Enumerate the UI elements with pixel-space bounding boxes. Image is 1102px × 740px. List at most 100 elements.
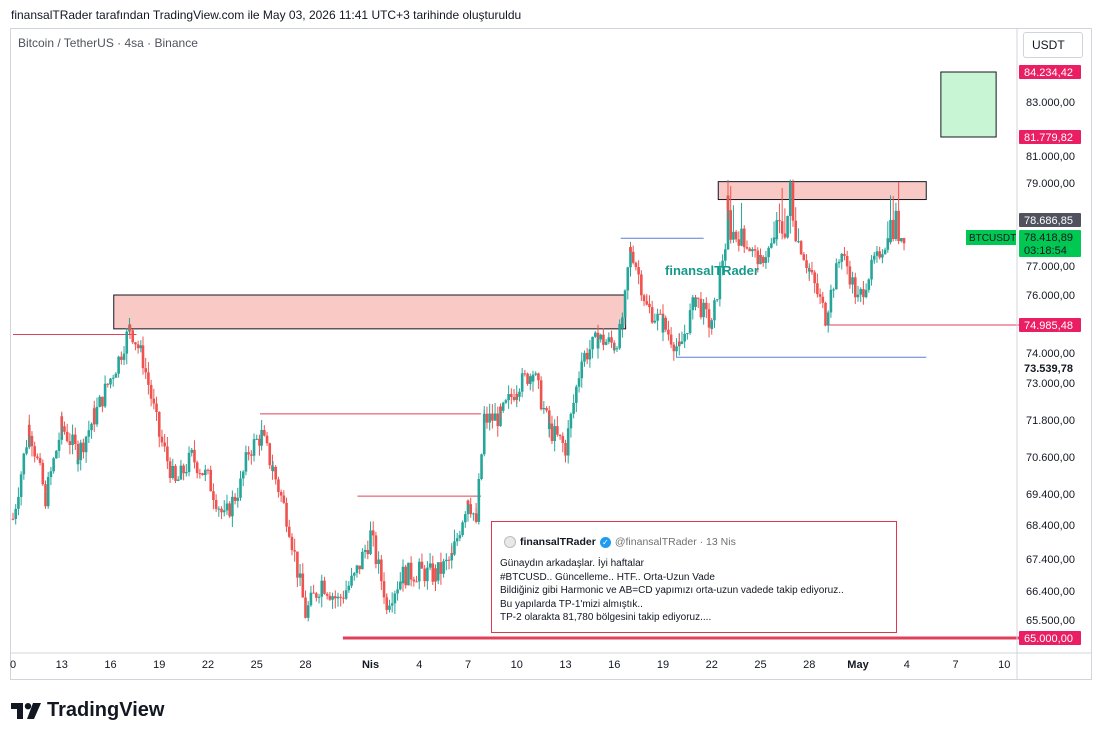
candle bbox=[832, 289, 835, 291]
candle bbox=[534, 373, 538, 375]
candle bbox=[163, 442, 166, 447]
candle bbox=[902, 238, 906, 244]
candle bbox=[407, 562, 410, 586]
candle bbox=[255, 438, 259, 440]
candle bbox=[147, 372, 150, 385]
candle bbox=[152, 398, 156, 404]
candle bbox=[342, 597, 345, 599]
candle bbox=[393, 593, 397, 604]
candle bbox=[648, 303, 651, 308]
chart-frame[interactable] bbox=[10, 28, 1092, 680]
candle bbox=[713, 300, 716, 321]
candle bbox=[55, 450, 58, 459]
candle bbox=[201, 473, 204, 476]
candle bbox=[60, 416, 64, 427]
avatar bbox=[504, 536, 516, 548]
candle bbox=[114, 373, 118, 378]
candle bbox=[315, 593, 318, 598]
tradingview-wordmark: TradingView bbox=[47, 699, 165, 721]
candle bbox=[878, 251, 881, 258]
candle bbox=[450, 553, 454, 555]
candle bbox=[117, 356, 120, 374]
candle bbox=[431, 563, 435, 582]
candle bbox=[301, 573, 305, 598]
candle bbox=[818, 294, 822, 297]
candle bbox=[775, 220, 779, 240]
candle bbox=[545, 408, 548, 411]
x-tick-label: 25 bbox=[251, 659, 263, 671]
candle bbox=[493, 413, 497, 421]
candle bbox=[853, 277, 857, 298]
candle bbox=[550, 423, 554, 442]
candle bbox=[580, 361, 584, 369]
candle bbox=[783, 233, 787, 238]
currency-selector[interactable]: USDT bbox=[1023, 32, 1083, 58]
candle bbox=[778, 220, 781, 222]
candle bbox=[333, 596, 337, 599]
candle bbox=[691, 297, 695, 311]
candle bbox=[331, 596, 334, 600]
candle bbox=[531, 374, 535, 382]
candle bbox=[98, 396, 101, 407]
y-tick-label: 65.500,00 bbox=[1026, 615, 1075, 627]
candle bbox=[285, 502, 288, 527]
candle bbox=[745, 247, 749, 249]
candle bbox=[556, 426, 559, 435]
candle bbox=[862, 289, 865, 298]
candle bbox=[265, 435, 269, 444]
candle bbox=[710, 320, 714, 329]
candle bbox=[134, 342, 137, 345]
candle bbox=[675, 346, 678, 352]
candle bbox=[640, 274, 643, 296]
candle bbox=[293, 550, 296, 552]
price-tag-bg bbox=[1019, 631, 1081, 645]
candle bbox=[835, 263, 838, 290]
price-tag-bg bbox=[1019, 230, 1081, 244]
candle bbox=[585, 352, 589, 360]
candle bbox=[748, 248, 751, 252]
candle bbox=[547, 423, 551, 430]
tradingview-logo[interactable]: TradingView bbox=[11, 699, 164, 722]
candle bbox=[369, 530, 372, 555]
tweet-author: finansalTRader bbox=[520, 536, 596, 548]
candle bbox=[759, 255, 762, 257]
candle bbox=[737, 239, 741, 246]
x-tick-label: 16 bbox=[608, 659, 620, 671]
y-tick-label: 73.000,00 bbox=[1026, 378, 1075, 390]
candle bbox=[821, 296, 825, 303]
candle bbox=[206, 469, 210, 471]
candle bbox=[385, 598, 389, 610]
price-tag-bg bbox=[1019, 65, 1081, 79]
candle bbox=[791, 187, 795, 221]
candle bbox=[363, 550, 367, 552]
tweet-line: Günaydın arkadaşlar. İyi haftalar bbox=[500, 558, 644, 569]
candle bbox=[217, 508, 221, 510]
candle bbox=[57, 439, 61, 451]
candle bbox=[583, 352, 586, 362]
candle bbox=[721, 260, 724, 268]
candle bbox=[296, 551, 299, 578]
candle bbox=[279, 491, 283, 496]
y-tick-label: 77.000,00 bbox=[1026, 261, 1075, 273]
x-tick-label: 28 bbox=[803, 659, 815, 671]
candle bbox=[131, 330, 135, 343]
candle bbox=[417, 561, 421, 571]
candle bbox=[653, 320, 657, 323]
candle bbox=[193, 449, 196, 463]
symbol-tag-bg bbox=[966, 230, 1016, 245]
candle bbox=[707, 309, 711, 328]
candle bbox=[883, 249, 887, 255]
candle bbox=[49, 471, 53, 477]
candle bbox=[463, 514, 467, 523]
candle bbox=[658, 313, 662, 315]
candle bbox=[518, 391, 521, 397]
candle bbox=[179, 465, 183, 480]
candle bbox=[209, 469, 213, 492]
candle bbox=[352, 573, 356, 576]
candle bbox=[139, 345, 143, 349]
candle bbox=[447, 559, 451, 561]
candle bbox=[580, 368, 584, 379]
candle bbox=[621, 317, 624, 328]
price-tag: 65.000,00 bbox=[1024, 633, 1073, 645]
